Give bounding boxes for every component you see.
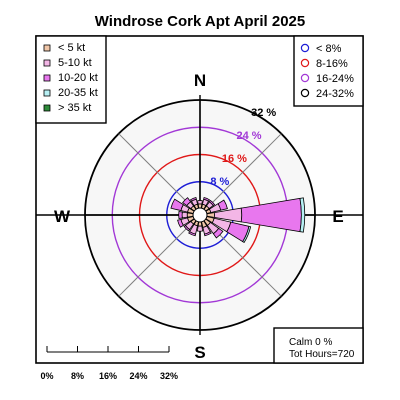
bar-NNE-speed-2	[203, 197, 211, 202]
speed-legend-label-4: > 35 kt	[58, 102, 91, 114]
speed-legend-label-3: 20-35 kt	[58, 87, 98, 99]
bar-W-speed-1	[181, 211, 188, 219]
bar-E-speed-3	[299, 197, 306, 233]
scale-tick-label-4: 32%	[160, 371, 178, 381]
bar-NNW-speed-2	[189, 197, 197, 202]
speed-legend-label-2: 10-20 kt	[58, 72, 98, 84]
ring-label-32: 32 %	[251, 107, 276, 119]
ring-label-24: 24 %	[236, 130, 261, 142]
scale-tick-label-2: 16%	[99, 371, 117, 381]
ring-label-16: 16 %	[222, 153, 247, 165]
hours-label: Tot Hours=720	[289, 349, 355, 360]
scale-tick-label-0: 0%	[40, 371, 53, 381]
ring-legend-marker-2	[300, 73, 310, 83]
bar-S-speed-1	[196, 225, 204, 232]
spoke-NW	[118, 133, 197, 212]
speed-legend: < 5 kt 5-10 kt 10-20 kt 20-35 kt > 35 kt	[35, 35, 107, 124]
ring-legend-marker-3	[300, 88, 310, 98]
bar-WNW-speed-2	[170, 198, 184, 212]
calm-circle	[192, 207, 208, 223]
bar-SE-speed-2	[212, 227, 224, 239]
speed-swatch-2	[43, 74, 51, 82]
speed-swatch-3	[43, 89, 51, 97]
calm-info-box	[273, 327, 364, 364]
speed-swatch-1	[43, 59, 51, 67]
scale-tick-label-3: 24%	[129, 371, 147, 381]
compass-north-label: N	[194, 71, 206, 90]
spoke-NE	[203, 133, 282, 212]
ring-legend-label-2: 16-24%	[316, 73, 354, 85]
compass-west-label: W	[54, 207, 71, 226]
scale-bar: 0% 8% 16% 24% 32%	[40, 346, 178, 381]
ring-legend: < 8% 8-16% 16-24% 24-32%	[293, 35, 364, 107]
speed-swatch-4	[43, 104, 51, 112]
scale-tick-label-1: 8%	[71, 371, 84, 381]
bar-SSE-speed-2	[203, 231, 212, 237]
spoke-SW	[118, 218, 197, 297]
compass-east-label: E	[332, 207, 343, 226]
ring-legend-box	[293, 35, 364, 107]
ring-label-8: 8 %	[210, 176, 229, 188]
calm-info: Calm 0 % Tot Hours=720	[273, 327, 364, 364]
ring-legend-label-0: < 8%	[316, 43, 342, 55]
bar-SSW-speed-2	[188, 231, 197, 237]
speed-legend-label-1: 5-10 kt	[58, 57, 92, 69]
speed-swatch-0	[43, 44, 51, 52]
bar-NW-speed-2	[182, 197, 192, 207]
ring-legend-label-3: 24-32%	[316, 88, 354, 100]
compass-labels: N E S W	[54, 71, 344, 362]
bar-SW-speed-2	[183, 224, 191, 232]
calm-center	[192, 207, 208, 223]
speed-legend-label-0: < 5 kt	[58, 42, 85, 54]
calm-label: Calm 0 %	[289, 337, 332, 348]
ring-legend-label-1: 8-16%	[316, 58, 348, 70]
bar-N-speed-1	[197, 200, 203, 205]
bar-W-speed-2	[178, 211, 183, 219]
ring-labels: 8 % 16 % 24 % 32 %	[210, 107, 276, 188]
chart-title: Windrose Cork Apt April 2025	[95, 13, 305, 30]
bar-WSW-speed-2	[177, 218, 184, 228]
compass-south-label: S	[194, 343, 205, 362]
bar-NE-speed-2	[208, 199, 216, 207]
ring-legend-marker-1	[300, 58, 310, 68]
bar-ENE-speed-2	[217, 199, 228, 211]
plot-frame	[35, 35, 364, 364]
bar-ESE-speed-3	[242, 225, 252, 244]
ring-legend-marker-0	[300, 43, 310, 53]
